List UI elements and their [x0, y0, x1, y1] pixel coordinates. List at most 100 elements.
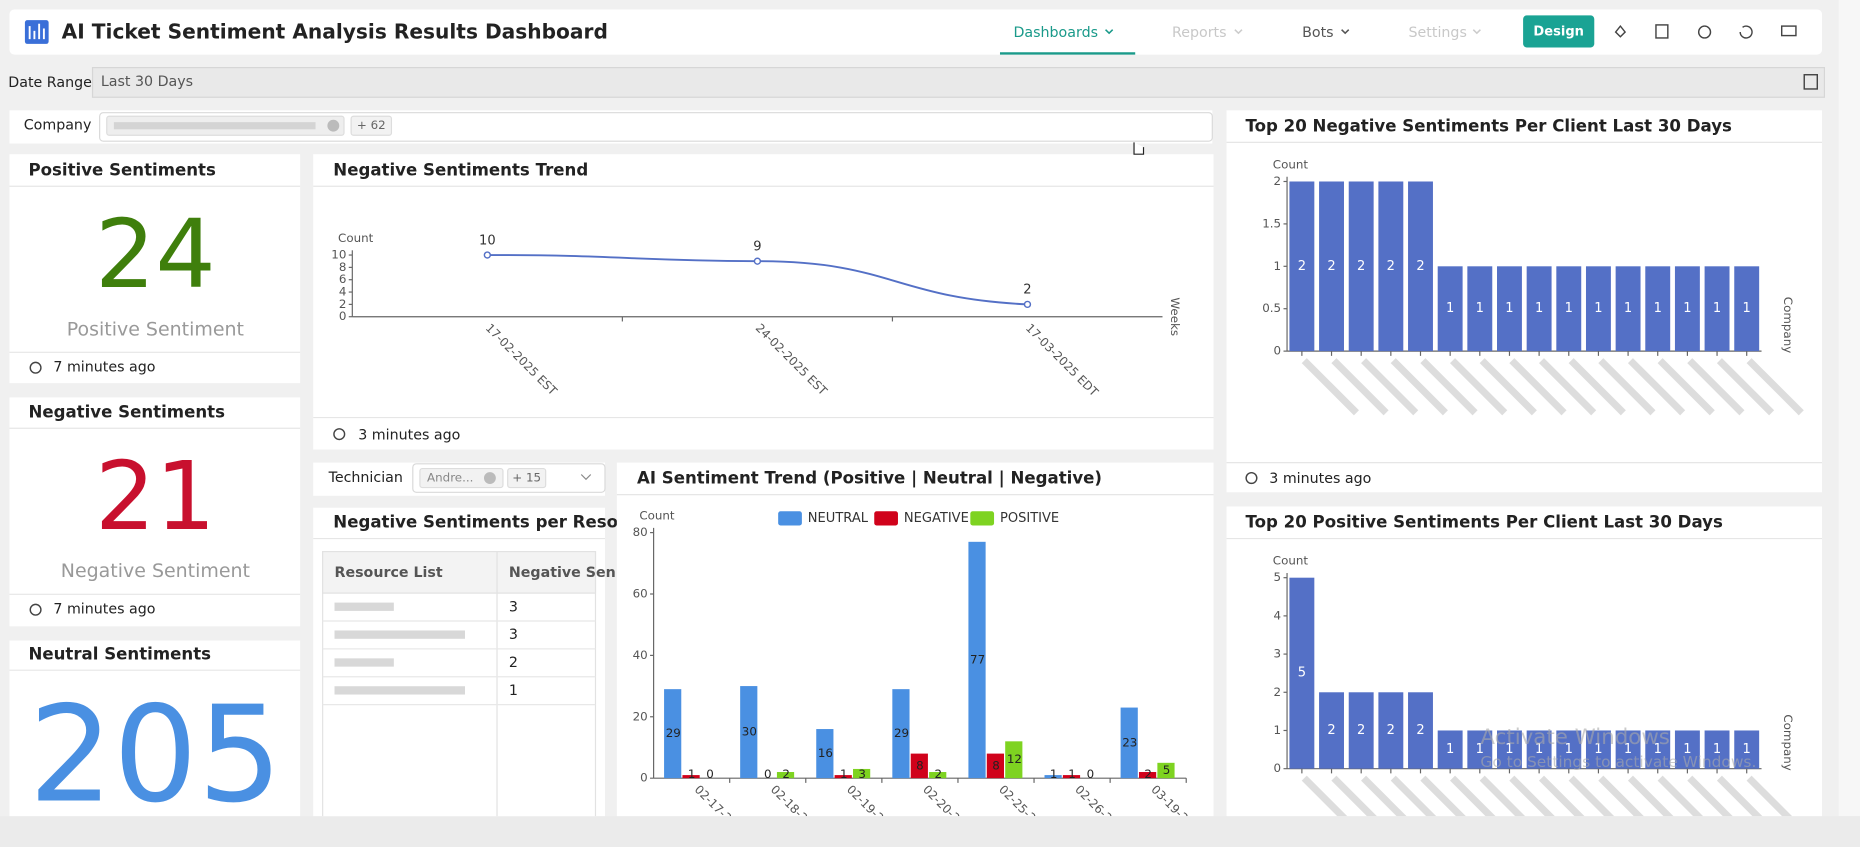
- design-button-label[interactable]: Design: [1533, 25, 1583, 40]
- bar: [1319, 692, 1344, 769]
- panel: [1226, 506, 1823, 817]
- data-label: 1: [1743, 301, 1751, 316]
- technician-value: Andre...: [427, 471, 473, 485]
- blurred-text: [334, 602, 394, 611]
- x-axis-label: Company: [1781, 297, 1795, 353]
- blurred-label: [1687, 775, 1733, 817]
- bar: [892, 689, 910, 779]
- blurred-label: [1627, 775, 1674, 817]
- data-label: 8: [992, 758, 1000, 772]
- y-tick-label: 40: [633, 648, 648, 662]
- y-tick-label: 0: [1274, 344, 1282, 358]
- y-tick-label: 0: [1274, 761, 1282, 775]
- blurred-label: [1420, 358, 1478, 416]
- data-label: 2: [1416, 723, 1424, 738]
- data-label: 1: [1535, 301, 1543, 316]
- kpi-value: 24: [95, 200, 216, 310]
- bar: [1615, 266, 1641, 352]
- data-label: 2: [1387, 259, 1395, 274]
- nav-item[interactable]: Settings: [1409, 25, 1467, 41]
- bar: [910, 753, 928, 779]
- date-range-value[interactable]: Last 30 Days: [101, 74, 193, 90]
- data-label: 2: [1357, 259, 1365, 274]
- bar: [1526, 730, 1552, 769]
- data-label: 1: [1476, 742, 1484, 757]
- x-axis-label: Weeks: [1168, 297, 1182, 336]
- bar: [1437, 266, 1463, 352]
- toolbar-icons[interactable]: [1614, 24, 1797, 39]
- data-label: 1: [1505, 742, 1513, 757]
- nav-chevrons: [1105, 29, 1481, 35]
- bar: [1674, 266, 1700, 352]
- clock-icon: [1245, 471, 1258, 485]
- y-tick-label: 3: [1274, 647, 1282, 661]
- design-button[interactable]: [1523, 15, 1595, 48]
- panel: [313, 154, 1214, 450]
- blurred-label: [1450, 358, 1508, 416]
- data-label: 2: [935, 767, 943, 781]
- blurred-label: [1657, 358, 1715, 416]
- data-label: 1: [1713, 301, 1721, 316]
- y-tick-label: 80: [633, 525, 648, 539]
- nav-item[interactable]: Bots: [1302, 25, 1333, 41]
- bar: [1734, 266, 1760, 352]
- column-header: Negative Sen: [509, 565, 616, 581]
- date-range-input[interactable]: [91, 67, 1825, 98]
- data-label: 5: [1163, 763, 1171, 777]
- bar: [682, 775, 700, 779]
- bar: [664, 689, 682, 779]
- nav-item[interactable]: Dashboards: [1013, 25, 1098, 41]
- blurred-label: [1687, 358, 1745, 416]
- y-tick-label: 1: [1274, 723, 1282, 737]
- y-tick-label: 8: [339, 260, 347, 274]
- data-label: 30: [742, 725, 757, 739]
- blurred-label: [1479, 358, 1537, 416]
- blurred-text: [334, 630, 465, 639]
- bar: [1704, 730, 1730, 769]
- data-label: 1: [1446, 742, 1454, 757]
- bar: [929, 772, 947, 779]
- y-tick-label: 2: [1274, 174, 1282, 188]
- blurred-label: [1657, 775, 1704, 817]
- kpi-value: 205: [29, 679, 283, 833]
- table-header: [322, 550, 597, 594]
- more-chip: [507, 467, 547, 489]
- cell: 2: [509, 655, 518, 671]
- technician-chip[interactable]: [419, 467, 504, 489]
- nav-item[interactable]: Reports: [1172, 25, 1227, 41]
- blurred-label: [1331, 358, 1389, 416]
- data-label: 1: [1565, 301, 1573, 316]
- panel-title: AI Sentiment Trend (Positive | Neutral |…: [637, 469, 1102, 489]
- chip-remove[interactable]: [483, 472, 496, 484]
- bar: [1289, 577, 1315, 769]
- calendar-icon[interactable]: [1803, 74, 1819, 90]
- blurred-label: [1746, 358, 1804, 416]
- legend-swatch: [970, 511, 995, 526]
- blurred-label: [1361, 775, 1407, 817]
- scrollbar: [1838, 0, 1860, 817]
- bottom-bar: [0, 816, 1860, 847]
- data-label: 1: [1535, 742, 1543, 757]
- logo: [24, 20, 49, 44]
- cell: 3: [509, 599, 518, 615]
- data-label: 23: [1122, 735, 1137, 749]
- data-label: 29: [666, 726, 681, 740]
- y-tick-label: 4: [1274, 608, 1282, 622]
- data-label: 2: [1144, 767, 1152, 781]
- data-label: 2: [782, 767, 790, 781]
- legend-label: NEUTRAL: [808, 511, 869, 526]
- bar: [1044, 775, 1062, 779]
- more-count: + 62: [357, 118, 386, 132]
- panel-title: Negative Sentiments Trend: [333, 160, 588, 179]
- bar: [853, 768, 871, 779]
- chart: 0 0.5 1 1.5 2 Count 2 2 2 2 2 1 1 1 1 1 1 1 1 1 1 1 Company: [1262, 157, 1804, 416]
- data-label: 1: [1624, 301, 1632, 316]
- y-tick-label: 20: [633, 709, 648, 723]
- chip-remove[interactable]: [327, 119, 340, 132]
- kpi-title: Neutral Sentiments: [28, 644, 211, 663]
- bar: [1585, 266, 1611, 352]
- y-tick-label: 1: [1274, 259, 1282, 273]
- data-label: 0: [764, 767, 772, 781]
- bar: [1645, 730, 1671, 769]
